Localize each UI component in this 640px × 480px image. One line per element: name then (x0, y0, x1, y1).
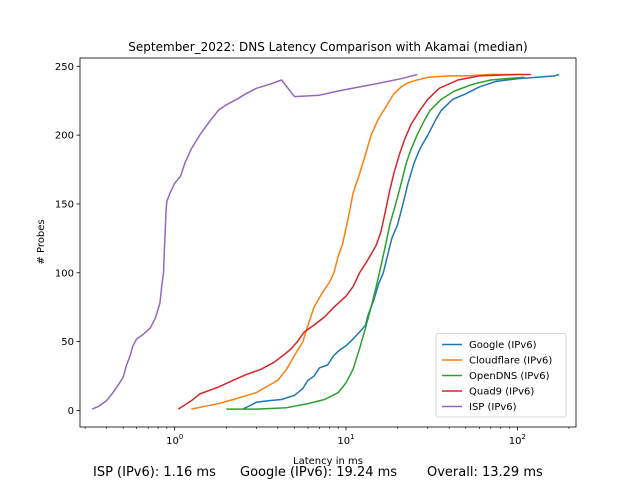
x-tick-label: 101 (337, 433, 354, 447)
y-tick-label: 150 (55, 199, 74, 210)
y-tick-label: 100 (55, 268, 74, 279)
series-line-isp-ipv6 (91, 73, 418, 410)
series-line-opendns-ipv6 (226, 76, 525, 410)
legend-label-google-ipv6: Google (IPv6) (469, 340, 537, 351)
x-tick-label: 100 (166, 433, 183, 447)
overall-latency-stat: Overall: 13.29 ms (427, 465, 543, 480)
y-tick-label: 50 (61, 337, 74, 348)
legend: Google (IPv6) Cloudflare (IPv6) OpenDNS (I… (435, 333, 567, 418)
y-tick-label: 200 (55, 131, 74, 142)
legend-label-isp-ipv6: ISP (IPv6) (469, 402, 517, 413)
series-line-cloudflare-ipv6 (191, 73, 518, 410)
series-line-google-ipv6 (242, 73, 560, 410)
legend-label-cloudflare-ipv6: Cloudflare (IPv6) (469, 356, 552, 367)
x-axis-label: Latency in ms (293, 456, 363, 467)
plot-frame (79, 57, 577, 428)
y-tick-label: 250 (55, 62, 74, 73)
google-latency-stat: Google (IPv6): 19.24 ms (240, 465, 398, 480)
x-tick-label: 102 (509, 433, 526, 447)
legend-box (435, 333, 567, 418)
y-axis-label: # Probes (36, 219, 47, 264)
chart-title: September_2022: DNS Latency Comparison w… (128, 40, 527, 54)
legend-label-quad9-ipv6: Quad9 (IPv6) (469, 387, 534, 398)
series-line-quad9-ipv6 (177, 73, 531, 410)
isp-latency-stat: ISP (IPv6): 1.16 ms (93, 465, 216, 480)
legend-label-opendns-ipv6: OpenDNS (IPv6) (469, 371, 550, 382)
y-tick-label: 0 (68, 406, 74, 417)
